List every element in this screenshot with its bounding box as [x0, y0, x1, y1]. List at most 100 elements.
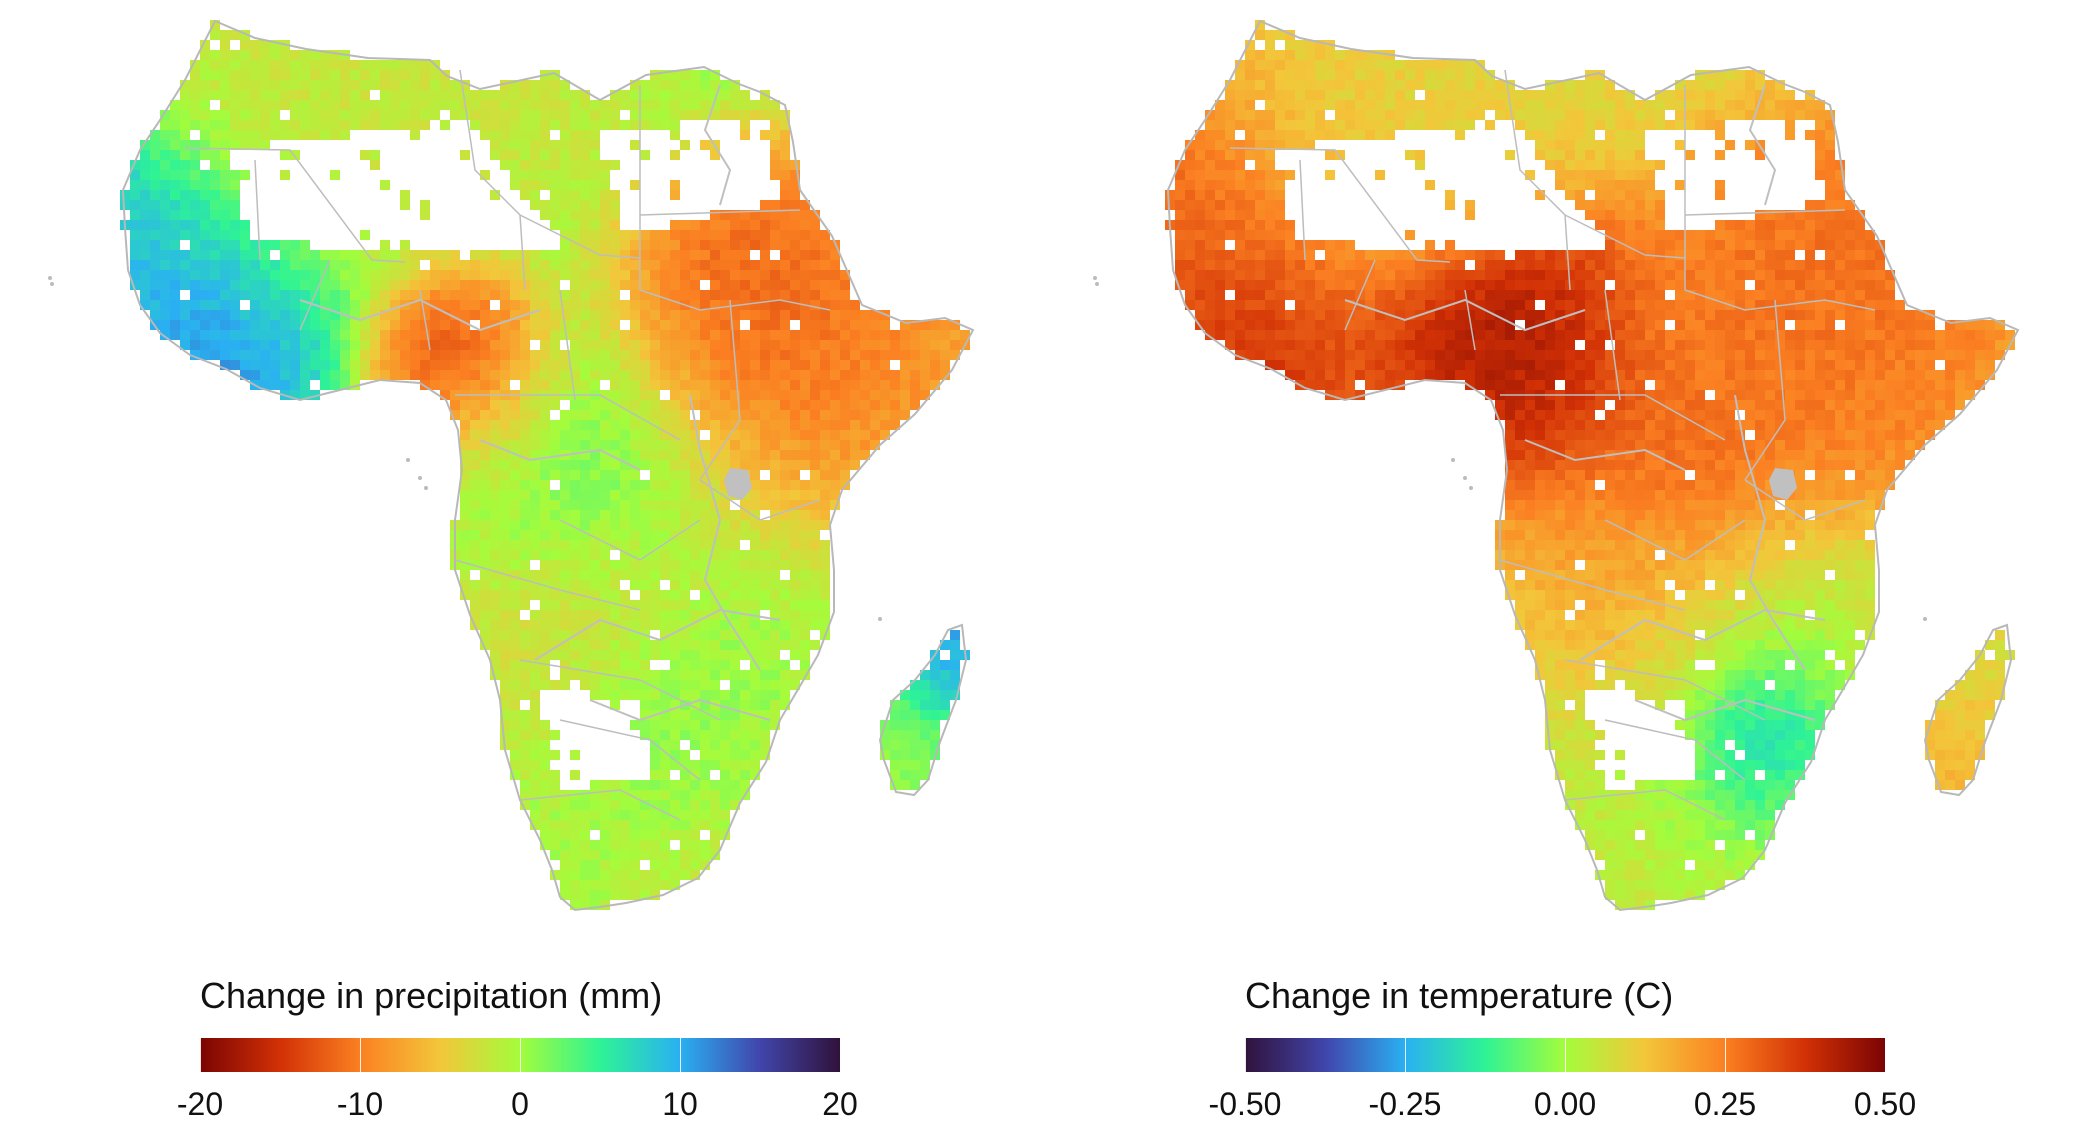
grid-cell — [1575, 110, 1585, 120]
grid-cell — [700, 490, 710, 500]
grid-cell — [790, 470, 800, 480]
grid-cell — [670, 230, 680, 240]
grid-cell — [1335, 250, 1345, 260]
grid-cell — [780, 160, 790, 170]
grid-cell — [600, 230, 610, 240]
grid-cell — [430, 370, 440, 380]
grid-cell — [270, 90, 280, 100]
grid-cell — [1805, 290, 1815, 300]
grid-cell — [910, 780, 920, 790]
grid-cell — [840, 320, 850, 330]
grid-cell — [690, 320, 700, 330]
grid-cell — [580, 410, 590, 420]
grid-cell — [530, 270, 540, 280]
grid-cell — [700, 320, 710, 330]
grid-cell — [320, 360, 330, 370]
grid-cell — [690, 470, 700, 480]
grid-cell — [820, 560, 830, 570]
grid-cell — [1435, 80, 1445, 90]
grid-cell — [590, 600, 600, 610]
grid-cell — [210, 260, 220, 270]
grid-cell — [890, 730, 900, 740]
grid-cell — [160, 280, 170, 290]
grid-cell — [550, 150, 560, 160]
grid-cell — [1385, 120, 1395, 130]
grid-cell — [570, 540, 580, 550]
grid-cell — [1595, 190, 1605, 200]
grid-cell — [690, 540, 700, 550]
grid-cell — [900, 400, 910, 410]
grid-cell — [610, 520, 620, 530]
grid-cell — [890, 760, 900, 770]
grid-cell — [1335, 50, 1345, 60]
grid-cell — [1195, 190, 1205, 200]
grid-cell — [700, 80, 710, 90]
grid-cell — [640, 790, 650, 800]
grid-cell — [570, 120, 580, 130]
grid-cell — [560, 220, 570, 230]
grid-cell — [1235, 330, 1245, 340]
grid-cell — [1715, 90, 1725, 100]
grid-cell — [220, 110, 230, 120]
grid-cell — [670, 510, 680, 520]
grid-cell — [710, 570, 720, 580]
grid-cell — [580, 160, 590, 170]
grid-cell — [470, 540, 480, 550]
grid-cell — [1815, 360, 1825, 370]
grid-cell — [790, 390, 800, 400]
grid-cell — [370, 150, 380, 160]
grid-cell — [750, 730, 760, 740]
grid-cell — [630, 330, 640, 340]
grid-cell — [1535, 120, 1545, 130]
grid-cell — [700, 620, 710, 630]
grid-cell — [1485, 330, 1495, 340]
grid-cell — [1435, 330, 1445, 340]
grid-cell — [1795, 240, 1805, 250]
grid-cell — [660, 250, 670, 260]
island — [50, 282, 54, 286]
grid-cell — [1405, 260, 1415, 270]
grid-cell — [600, 290, 610, 300]
grid-cell — [620, 370, 630, 380]
grid-cell — [490, 410, 500, 420]
grid-cell — [770, 600, 780, 610]
grid-cell — [430, 90, 440, 100]
grid-cell — [690, 260, 700, 270]
grid-cell — [860, 390, 870, 400]
grid-cell — [340, 270, 350, 280]
grid-cell — [1985, 340, 1995, 350]
grid-cell — [950, 330, 960, 340]
grid-cell — [740, 130, 750, 140]
grid-cell — [560, 460, 570, 470]
grid-cell — [500, 660, 510, 670]
grid-cell — [500, 670, 510, 680]
grid-cell — [630, 580, 640, 590]
grid-cell — [680, 380, 690, 390]
grid-cell — [1865, 250, 1875, 260]
grid-cell — [540, 560, 550, 570]
grid-cell — [360, 320, 370, 330]
grid-cell — [520, 290, 530, 300]
grid-cell — [1585, 100, 1595, 110]
grid-cell — [500, 460, 510, 470]
grid-cell — [490, 550, 500, 560]
grid-cell — [610, 110, 620, 120]
grid-cell — [490, 400, 500, 410]
grid-cell — [620, 680, 630, 690]
grid-cell — [350, 270, 360, 280]
grid-cell — [1315, 50, 1325, 60]
grid-cell — [500, 250, 510, 260]
grid-cell — [1425, 250, 1435, 260]
grid-cell — [510, 700, 520, 710]
grid-cell — [1275, 130, 1285, 140]
grid-cell — [880, 400, 890, 410]
grid-cell — [230, 360, 240, 370]
grid-cell — [1705, 120, 1715, 130]
grid-cell — [1465, 250, 1475, 260]
grid-cell — [610, 870, 620, 880]
grid-cell — [240, 130, 250, 140]
grid-cell — [650, 720, 660, 730]
grid-cell — [550, 470, 560, 480]
grid-cell — [790, 570, 800, 580]
